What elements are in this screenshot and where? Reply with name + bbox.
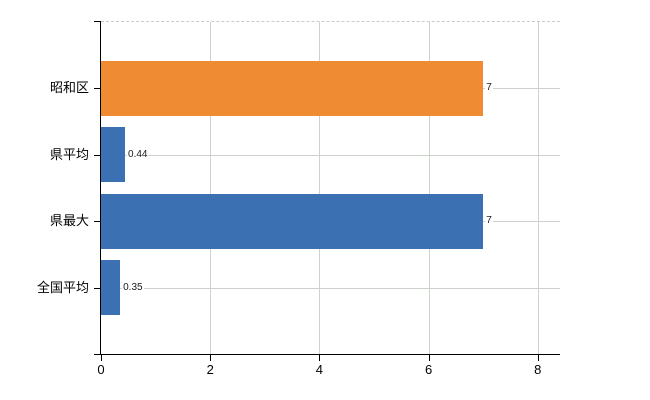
x-axis-tick <box>537 355 539 361</box>
bar-value-label: 0.35 <box>122 280 144 295</box>
x-tick-label: 4 <box>315 362 323 377</box>
category-gridline <box>101 287 560 289</box>
category-label: 県最大 <box>49 213 89 229</box>
y-axis-tick <box>94 88 100 90</box>
bar <box>101 127 126 183</box>
x-tick-label: 0 <box>97 362 105 377</box>
x-axis-tick <box>428 355 430 361</box>
bar-value-label: 7 <box>485 214 493 229</box>
x-axis-tick <box>319 355 321 361</box>
bar <box>101 60 484 116</box>
category-label: 全国平均 <box>36 279 89 295</box>
x-tick-label: 6 <box>424 362 433 377</box>
x-tick-label: 2 <box>206 362 214 377</box>
y-axis-top-tick <box>94 21 100 22</box>
y-axis-tick <box>94 287 100 289</box>
x-axis-tick <box>101 355 102 361</box>
bar <box>101 260 121 316</box>
y-axis <box>100 21 101 354</box>
x-tick-label: 8 <box>534 362 542 377</box>
x-gridline <box>428 22 430 354</box>
category-label: 昭和区 <box>49 80 89 96</box>
plot-top-gridline <box>101 21 560 22</box>
x-gridline <box>319 22 321 354</box>
x-axis-tick <box>210 355 212 361</box>
x-gridline <box>210 22 212 354</box>
x-axis <box>94 354 560 355</box>
bar-value-label: 0.44 <box>127 147 149 162</box>
category-gridline <box>101 154 560 156</box>
category-label: 県平均 <box>49 146 89 162</box>
x-gridline <box>537 22 539 354</box>
y-axis-tick <box>94 154 100 156</box>
bar <box>101 193 484 249</box>
y-axis-tick <box>94 221 100 223</box>
bar-value-label: 7 <box>485 81 493 96</box>
